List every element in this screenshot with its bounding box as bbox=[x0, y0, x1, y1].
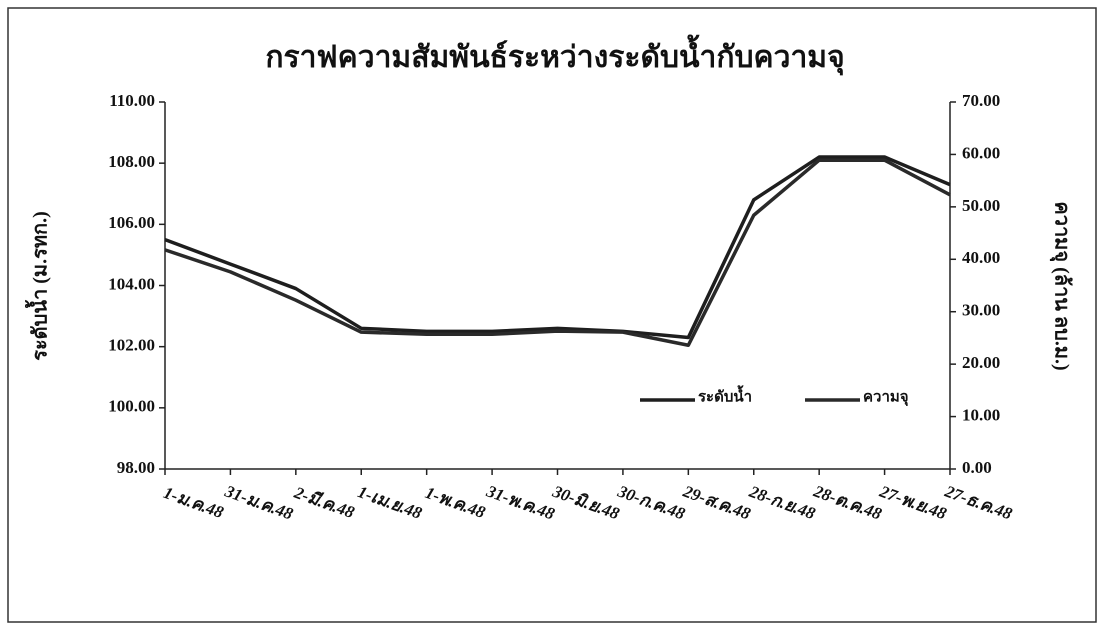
series-line bbox=[164, 155, 951, 340]
y-tick-label: 104.00 bbox=[108, 274, 155, 293]
y-tick-label: 102.00 bbox=[108, 336, 155, 355]
y2-tick-label: 10.00 bbox=[962, 405, 1000, 424]
y2-tick-label: 60.00 bbox=[962, 143, 1000, 162]
y-axis-title: ระดับน้ำ (ม.รทก.) bbox=[25, 211, 52, 361]
y-tick-label: 110.00 bbox=[109, 91, 155, 110]
y2-tick-label: 30.00 bbox=[962, 301, 1000, 320]
legend-label: ความจุ bbox=[863, 389, 909, 406]
series-line bbox=[164, 158, 951, 348]
y-tick-label: 100.00 bbox=[108, 397, 155, 416]
y2-tick-label: 40.00 bbox=[962, 248, 1000, 267]
y2-tick-label: 0.00 bbox=[962, 458, 992, 477]
y2-tick-label: 50.00 bbox=[962, 196, 1000, 215]
y2-axis-title: ความจุ (ล้าน ลบ.ม.) bbox=[1049, 201, 1073, 370]
y-tick-label: 106.00 bbox=[108, 213, 155, 232]
legend-label: ระดับน้ำ bbox=[698, 384, 752, 405]
y-tick-label: 108.00 bbox=[108, 152, 155, 171]
y2-tick-label: 70.00 bbox=[962, 91, 1000, 110]
y-tick-label: 98.00 bbox=[117, 458, 155, 477]
chart-frame bbox=[7, 7, 1097, 623]
chart-title: กราฟความสัมพันธ์ระหว่างระดับน้ำกับความจุ bbox=[265, 34, 844, 76]
y2-tick-label: 20.00 bbox=[962, 353, 1000, 372]
